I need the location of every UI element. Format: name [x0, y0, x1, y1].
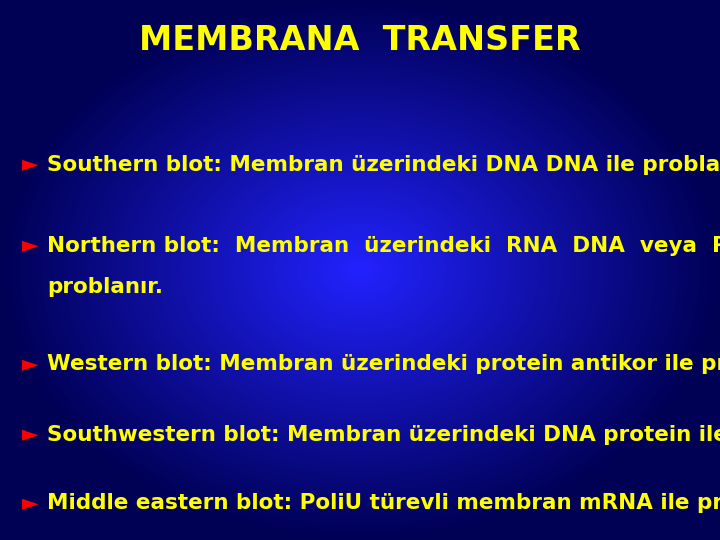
Text: ►: ►: [22, 154, 38, 175]
Text: Western blot: Membran üzerindeki protein antikor ile problanır.: Western blot: Membran üzerindeki protein…: [47, 354, 720, 375]
Text: MEMBRANA  TRANSFER: MEMBRANA TRANSFER: [139, 24, 581, 57]
Text: ►: ►: [22, 354, 38, 375]
Text: Middle eastern blot: PoliU türevli membran mRNA ile problanır.: Middle eastern blot: PoliU türevli membr…: [47, 493, 720, 514]
Text: ►: ►: [22, 235, 38, 256]
Text: ►: ►: [22, 424, 38, 445]
Text: problanır.: problanır.: [47, 277, 163, 298]
Text: Southern blot: Membran üzerindeki DNA DNA ile problanır.: Southern blot: Membran üzerindeki DNA DN…: [47, 154, 720, 175]
Text: Southwestern blot: Membran üzerindeki DNA protein ile problanır.: Southwestern blot: Membran üzerindeki DN…: [47, 424, 720, 445]
Text: ►: ►: [22, 493, 38, 514]
Text: Northern blot:  Membran  üzerindeki  RNA  DNA  veya  RNA  ile: Northern blot: Membran üzerindeki RNA DN…: [47, 235, 720, 256]
